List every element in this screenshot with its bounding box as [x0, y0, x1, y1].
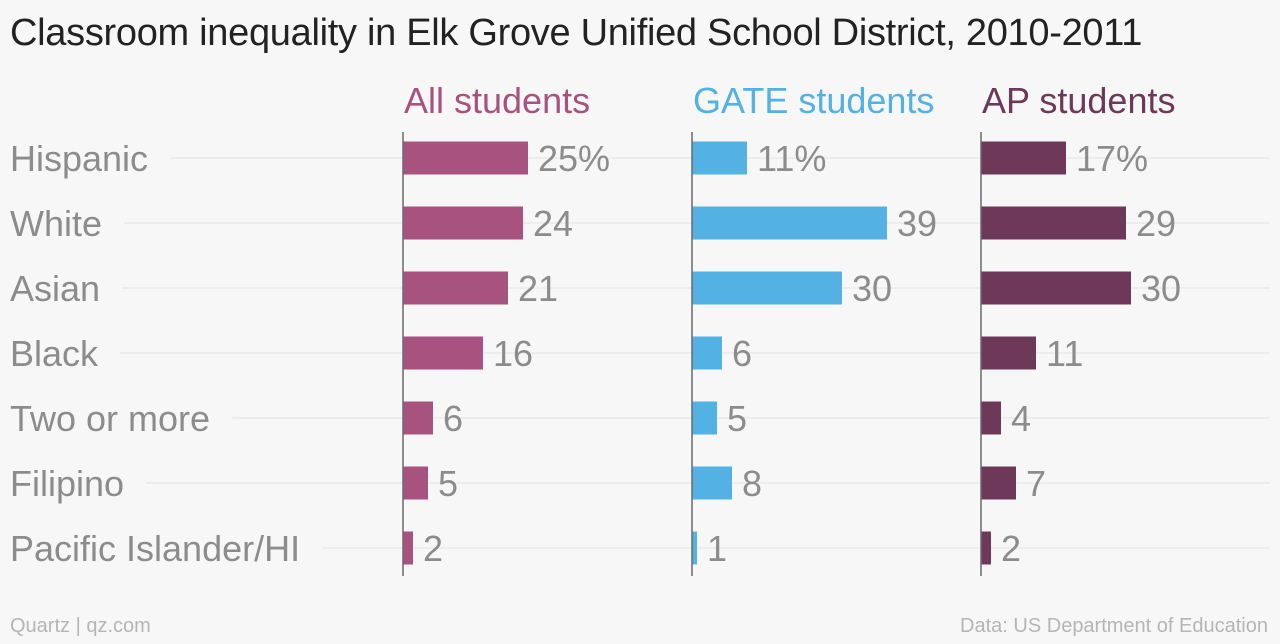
bar [981, 466, 1016, 500]
category-label: Two or more [10, 398, 210, 439]
bar [692, 401, 717, 435]
category-label: Hispanic [10, 138, 148, 179]
value-label: 24 [533, 203, 573, 244]
bar [981, 531, 991, 565]
bar [692, 141, 747, 175]
bar [692, 336, 722, 370]
footer-brand: Quartz | qz.com [10, 615, 151, 637]
value-label: 7 [1026, 463, 1046, 504]
chart-title: Classroom inequality in Elk Grove Unifie… [10, 12, 1143, 54]
panel-header: AP students [982, 80, 1175, 121]
value-label: 21 [518, 268, 558, 309]
value-label: 2 [423, 528, 443, 569]
category-label: Asian [10, 268, 100, 309]
value-label: 1 [707, 528, 727, 569]
bar [692, 271, 842, 305]
category-label: Black [10, 333, 99, 374]
value-label: 8 [742, 463, 762, 504]
panel-header: GATE students [693, 80, 934, 121]
bar [692, 466, 732, 500]
value-label: 39 [897, 203, 937, 244]
bar [981, 141, 1066, 175]
panel-headers: All students GATE students AP students [404, 80, 1175, 121]
bar [981, 206, 1126, 240]
value-label: 30 [1141, 268, 1181, 309]
bar [403, 531, 413, 565]
bar [403, 141, 528, 175]
value-label: 29 [1136, 203, 1176, 244]
bar [403, 336, 483, 370]
panel-header: All students [404, 80, 590, 121]
bar [981, 401, 1001, 435]
value-label: 5 [438, 463, 458, 504]
bar [692, 531, 697, 565]
bar [981, 271, 1131, 305]
bar [403, 466, 428, 500]
category-label: Pacific Islander/HI [10, 528, 300, 569]
bar [692, 206, 887, 240]
value-label: 4 [1011, 398, 1031, 439]
category-labels: Hispanic White Asian Black Two or more Filipi… [10, 138, 300, 569]
bar [403, 206, 523, 240]
bar [403, 401, 433, 435]
value-label: 25% [538, 138, 610, 179]
bars [403, 141, 1131, 565]
category-label: White [10, 203, 102, 244]
category-label: Filipino [10, 463, 124, 504]
footer-source: Data: US Department of Education [960, 615, 1268, 637]
value-label: 5 [727, 398, 747, 439]
baselines [402, 132, 982, 576]
bar [981, 336, 1036, 370]
value-label: 6 [732, 333, 752, 374]
value-label: 2 [1001, 528, 1021, 569]
value-label: 17% [1076, 138, 1148, 179]
bar [403, 271, 508, 305]
value-label: 11 [1046, 333, 1083, 374]
value-label: 16 [493, 333, 533, 374]
value-label: 30 [852, 268, 892, 309]
value-label: 6 [443, 398, 463, 439]
value-label: 11% [757, 138, 826, 179]
